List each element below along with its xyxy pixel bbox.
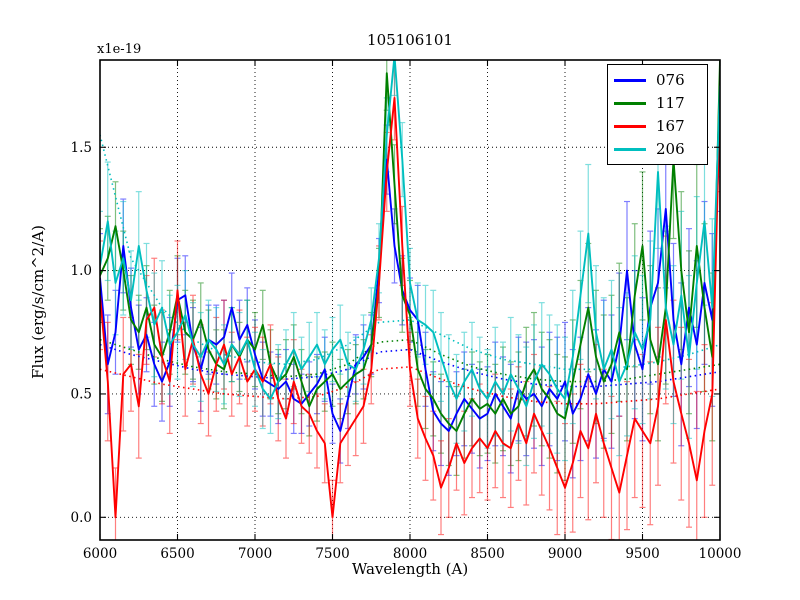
legend-swatch-206 (614, 148, 646, 151)
legend-swatch-167 (614, 125, 646, 128)
legend-swatch-076 (614, 79, 646, 82)
tick-marks (99, 60, 721, 540)
x-tick-label: 7500 (315, 546, 349, 562)
x-tick-label: 8500 (470, 546, 504, 562)
legend-label: 076 (656, 71, 685, 89)
chart-title: 105106101 (367, 31, 453, 49)
y-tick-label: 1.0 (71, 263, 92, 279)
y-axis-label: Flux (erg/s/cm^2/A) (29, 225, 47, 379)
legend-entry-076: 076 (614, 69, 701, 92)
x-tick-label: 6500 (160, 546, 194, 562)
model-curve-167-model (100, 365, 720, 405)
series-117-line (100, 60, 720, 432)
legend-label: 167 (656, 117, 685, 135)
model-curve-076-model (100, 343, 720, 388)
legend-label: 206 (656, 140, 685, 158)
y-axis-offset-label: x1e-19 (97, 42, 142, 57)
series-206-line (100, 60, 720, 408)
x-tick-label: 9500 (625, 546, 659, 562)
y-tick-label: 0.0 (71, 510, 92, 526)
legend-entry-117: 117 (614, 92, 701, 115)
y-tick-label: 0.5 (71, 386, 92, 402)
x-tick-label: 9000 (548, 546, 582, 562)
x-tick-label: 7000 (238, 546, 272, 562)
x-tick-label: 8000 (393, 546, 427, 562)
x-tick-label: 6000 (83, 546, 117, 562)
legend: 076 117 167 206 (607, 64, 708, 165)
plot-area (100, 60, 720, 540)
legend-swatch-117 (614, 102, 646, 105)
legend-label: 117 (656, 94, 685, 112)
series-076-line (100, 122, 720, 432)
series-167-line (100, 96, 720, 519)
y-tick-label: 1.5 (71, 140, 92, 156)
x-tick-label: 10000 (699, 546, 742, 562)
legend-entry-167: 167 (614, 115, 701, 138)
x-axis-label: Wavelength (A) (351, 560, 469, 578)
legend-entry-206: 206 (614, 138, 701, 161)
